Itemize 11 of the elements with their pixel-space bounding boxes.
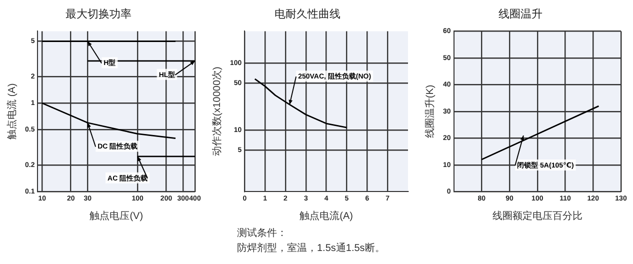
chart-title: 最大切换功率: [66, 8, 132, 21]
y-axis-title: 动作次数(x10000次): [212, 66, 223, 156]
x-axis-title: 线圈额定电压百分比: [492, 210, 582, 222]
text: 测试条件：: [237, 226, 288, 241]
x-axis-title: 触点电流(A): [300, 210, 354, 222]
chart-title: 电耐久性曲线: [274, 8, 340, 21]
x-axis-title: 触点电压(V): [90, 210, 144, 222]
y-axis-title: 触点电流 (A): [6, 83, 18, 140]
chart-title: 线圈温升: [498, 8, 542, 21]
y-axis-title: 线圈温升(K): [424, 84, 436, 138]
text: 防焊剂型，室温，1.5s通1.5s断。: [237, 242, 386, 256]
